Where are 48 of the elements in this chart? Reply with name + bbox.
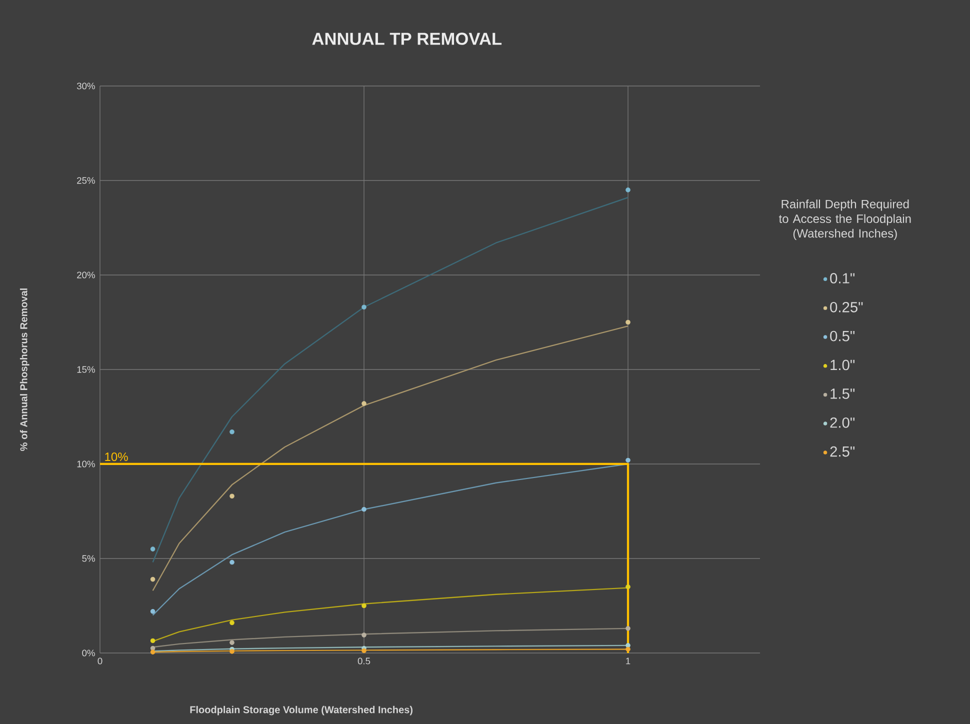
- legend-label: 0.25": [830, 302, 863, 312]
- line-series: [152, 325, 629, 592]
- point: [362, 648, 366, 654]
- line-series: [152, 196, 629, 563]
- x-tick-label: 1: [626, 658, 630, 664]
- point: [626, 458, 630, 463]
- y-tick-label: 5%: [82, 555, 95, 562]
- legend-label: 0.5": [830, 330, 855, 342]
- legend-label: 2.5": [830, 446, 855, 457]
- legend-label: 0.1": [830, 273, 855, 284]
- legend-label: 2.0": [830, 417, 855, 428]
- point: [230, 640, 234, 646]
- legend-label: 1.5": [830, 388, 855, 399]
- point: [150, 650, 156, 654]
- x-tick-label: 0: [98, 658, 102, 664]
- point: [230, 649, 234, 654]
- x-tick-label: 0.5: [358, 658, 370, 664]
- point: [626, 320, 630, 325]
- point: [362, 401, 366, 406]
- point: [150, 576, 156, 582]
- point: [230, 620, 234, 626]
- point: [230, 494, 234, 499]
- point: [362, 506, 366, 512]
- point: [626, 584, 630, 590]
- point: [230, 560, 234, 565]
- y-tick-label: 10%: [77, 460, 95, 468]
- point: [626, 626, 630, 631]
- y-tick-label: 0%: [82, 650, 95, 656]
- y-tick-label: 20%: [77, 272, 95, 278]
- legend-title: Rainfall Depth Required to Access the Floodplain (Watershed Inches): [778, 200, 911, 240]
- point: [362, 304, 366, 310]
- point: [230, 429, 234, 434]
- point: [626, 643, 630, 648]
- point: [626, 188, 630, 192]
- point: [362, 603, 366, 608]
- point: [362, 632, 366, 638]
- x-axis-title: Floodplain Storage Volume (Watershed Inches): [190, 706, 412, 716]
- point: [150, 546, 156, 552]
- y-tick-label: 30%: [76, 82, 95, 90]
- chart-title: ANNUAL TP REMOVAL: [312, 32, 502, 45]
- y-tick-label: 15%: [77, 366, 95, 373]
- point: [626, 646, 630, 652]
- point: [150, 609, 156, 614]
- point: [150, 638, 156, 644]
- y-axis-title: % of Annual Phosphorus Removal: [20, 288, 30, 451]
- y-tick-label: 25%: [77, 177, 95, 184]
- annotation: 10%: [105, 452, 128, 462]
- legend-label: 1.0": [830, 360, 855, 370]
